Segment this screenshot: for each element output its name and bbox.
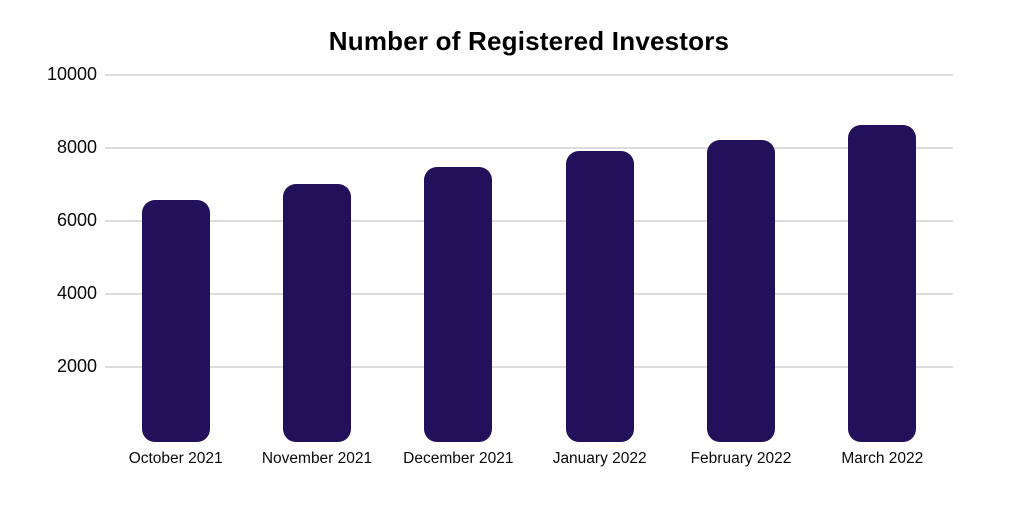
bar-december-2021 (424, 167, 493, 442)
gridline-2000 (105, 366, 953, 368)
x-tick-label-december-2021: December 2021 (403, 450, 514, 467)
bar-october-2021 (141, 199, 210, 442)
bar-january-2022 (565, 150, 634, 442)
y-tick-label-8000: 8000 (56, 137, 97, 157)
gridline-8000 (105, 147, 953, 149)
plot-area (105, 74, 953, 442)
chart-title: Number of Registered Investors (328, 26, 730, 56)
x-tick-label-november-2021: November 2021 (261, 450, 373, 467)
x-tick-label-march-2022: March 2022 (841, 450, 924, 467)
y-tick-label-6000: 6000 (56, 210, 97, 230)
bar-november-2021 (283, 183, 351, 442)
x-tick-label-october-2021: October 2021 (128, 450, 223, 467)
y-tick-label-2000: 2000 (56, 356, 97, 376)
x-tick-label-january-2022: January 2022 (552, 450, 647, 467)
x-tick-label-february-2022: February 2022 (690, 450, 792, 467)
gridline-4000 (105, 293, 953, 295)
y-tick-label-10000: 10000 (46, 64, 97, 84)
gridline-10000 (105, 74, 953, 76)
bar-february-2022 (707, 139, 775, 442)
bar-march-2022 (848, 125, 917, 442)
y-tick-label-4000: 4000 (56, 283, 97, 303)
gridline-6000 (105, 220, 953, 222)
